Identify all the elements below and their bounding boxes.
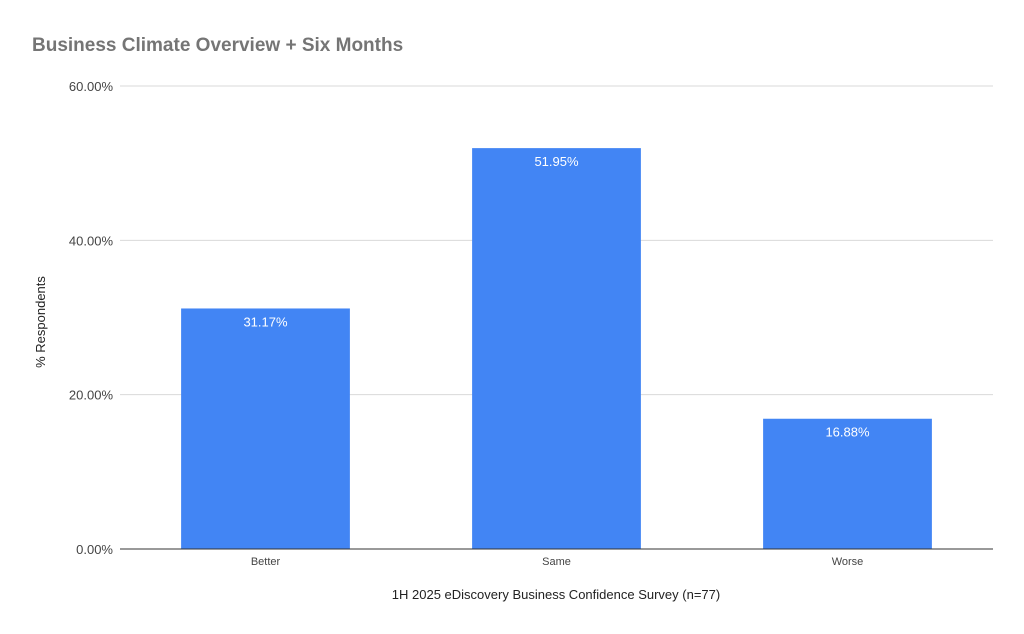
- data-label-worse: 16.88%: [825, 425, 870, 440]
- chart-title: Business Climate Overview + Six Months: [32, 35, 403, 56]
- bar-same: [472, 148, 641, 549]
- x-axis-tick-labels: Better Same Worse: [251, 556, 863, 568]
- y-tick-label: 0.00%: [76, 542, 113, 557]
- y-tick-label: 60.00%: [69, 79, 114, 94]
- bar-better: [181, 308, 350, 549]
- x-axis-title: 1H 2025 eDiscovery Business Confidence S…: [392, 587, 720, 602]
- y-axis-tick-labels: 0.00% 20.00% 40.00% 60.00%: [69, 79, 114, 557]
- bars: [181, 148, 932, 549]
- x-tick-label-better: Better: [251, 556, 281, 568]
- data-label-same: 51.95%: [534, 154, 579, 169]
- y-axis-title: % Respondents: [33, 276, 48, 368]
- data-label-better: 31.17%: [243, 314, 288, 329]
- data-labels: 31.17% 51.95% 16.88%: [243, 154, 870, 440]
- y-tick-label: 40.00%: [69, 233, 114, 248]
- x-tick-label-same: Same: [542, 556, 571, 568]
- x-tick-label-worse: Worse: [832, 556, 864, 568]
- y-tick-label: 20.00%: [69, 388, 114, 403]
- bar-worse: [763, 418, 932, 549]
